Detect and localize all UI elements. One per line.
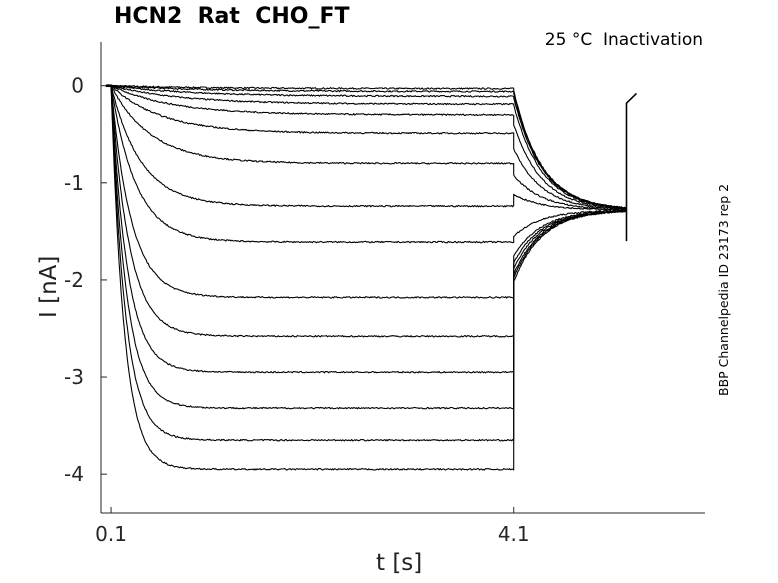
current-trace-6 — [105, 84, 627, 211]
y-tick-label: -4 — [64, 462, 84, 486]
current-trace-10 — [105, 84, 627, 299]
current-trace-11 — [105, 84, 627, 338]
current-trace-15 — [105, 84, 627, 471]
source-id-label: BBP Channelpedia ID 23173 rep 2 — [716, 183, 731, 396]
x-tick-label: 4.1 — [498, 522, 530, 546]
y-tick-label: -1 — [64, 171, 84, 195]
current-trace-8 — [105, 84, 627, 211]
current-trace-9 — [105, 84, 627, 244]
current-trace-5 — [105, 84, 627, 210]
tick-labels: 0 -1 -2 -3 -4 0.1 4.1 — [64, 74, 530, 546]
current-trace-2 — [105, 84, 627, 209]
y-axis-label: I [nA] — [36, 255, 62, 318]
chart-subtitle: 25 °C Inactivation — [544, 30, 703, 50]
x-tick-label: 0.1 — [95, 522, 127, 546]
y-tick-label: 0 — [71, 74, 84, 98]
chart-title: HCN2 Rat CHO_FT — [114, 4, 350, 29]
tail-end-transient — [625, 92, 638, 242]
current-trace-12 — [105, 84, 627, 374]
axes — [100, 42, 705, 514]
y-tick-label: -3 — [64, 365, 84, 389]
current-trace-7 — [105, 84, 627, 211]
current-trace-1 — [105, 84, 627, 209]
current-trace-14 — [105, 84, 627, 442]
current-trace-3 — [105, 84, 627, 210]
y-tick-label: -2 — [64, 268, 84, 292]
current-traces — [105, 84, 638, 471]
x-axis-label: t [s] — [376, 550, 423, 576]
current-trace-4 — [106, 84, 627, 209]
current-trace-13 — [105, 84, 627, 410]
